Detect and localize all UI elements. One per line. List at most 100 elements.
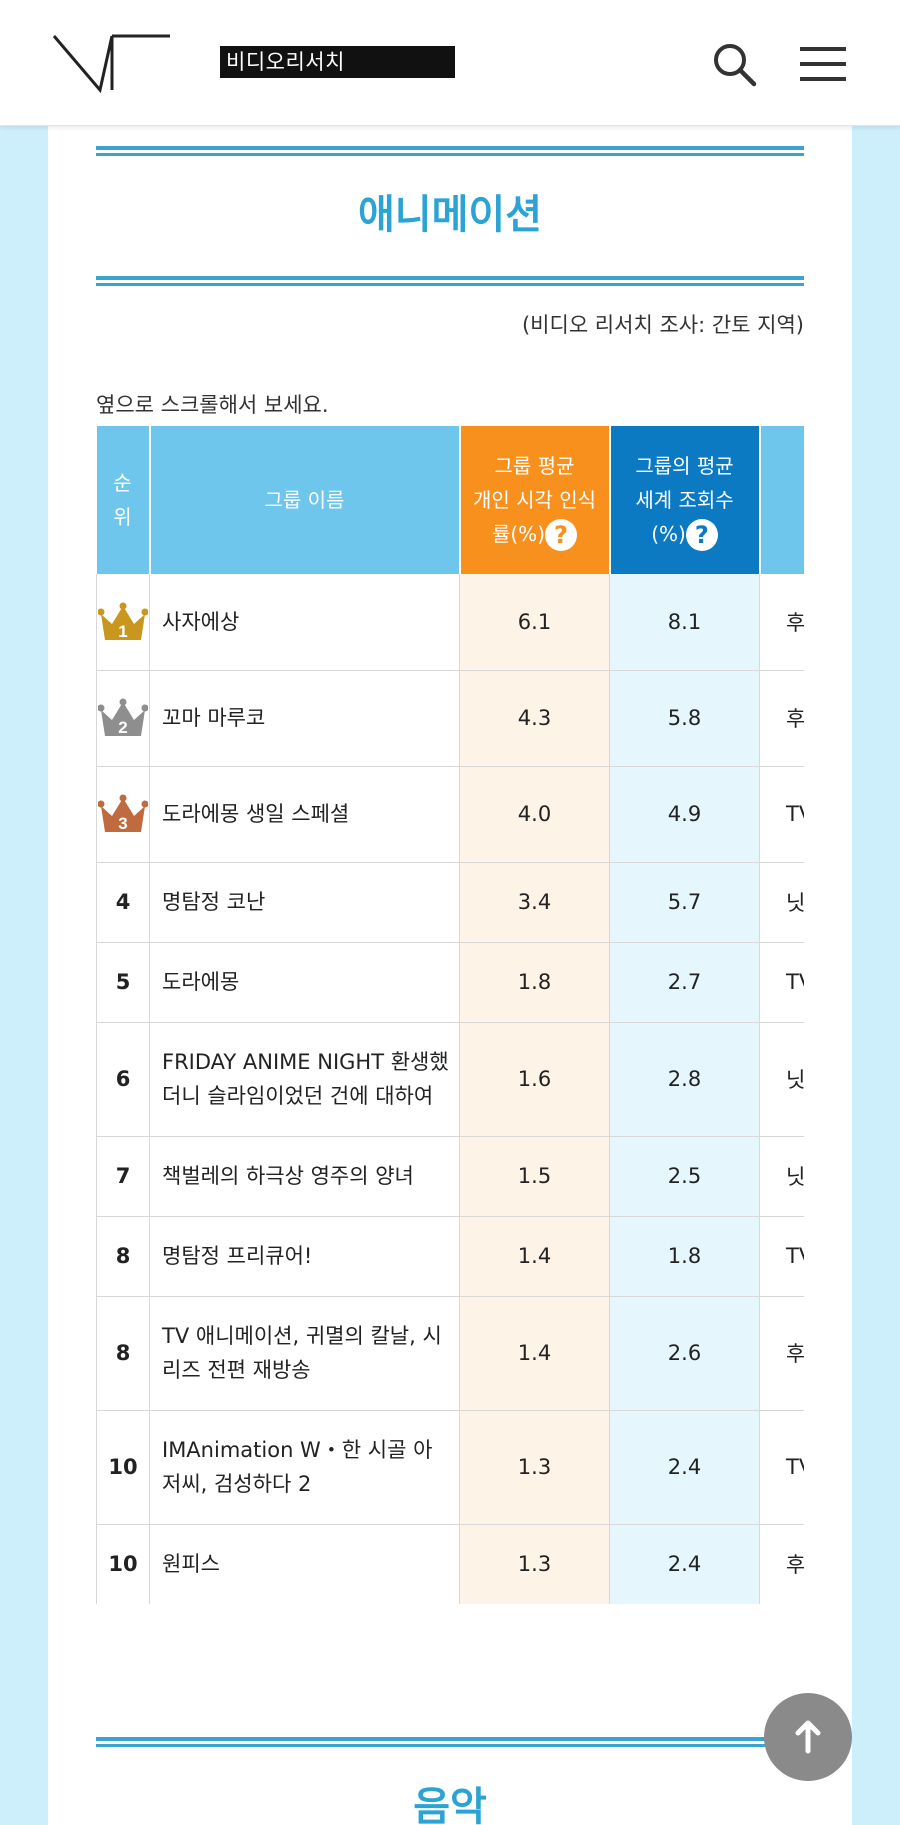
rank-crown-cell: 3 bbox=[96, 766, 150, 863]
extra-cell: TV bbox=[759, 766, 804, 863]
header-group-name: 그룹 이름 bbox=[149, 426, 461, 574]
section-rule-bottom bbox=[96, 276, 804, 286]
table-row: 7 책벌레의 하극상 영주의 양녀 1.5 2.5 닛 bbox=[96, 1136, 804, 1217]
group-name: 도라에몽 bbox=[149, 942, 460, 1023]
rank-number: 4 bbox=[96, 862, 150, 943]
table-row: 1 사자에상 6.1 8.1 후 bbox=[96, 574, 804, 671]
section-rule-top bbox=[96, 146, 804, 156]
menu-button[interactable] bbox=[798, 44, 848, 84]
logo-text: 비디오리서치 bbox=[220, 46, 455, 78]
rank-number: 8 bbox=[96, 1296, 150, 1411]
avg-rating: 1.3 bbox=[459, 1410, 610, 1525]
extra-cell: TV bbox=[759, 1410, 804, 1525]
avg-rating: 3.4 bbox=[459, 862, 610, 943]
header-avg-line3: 률(%) bbox=[491, 521, 545, 546]
rank-number: 5 bbox=[96, 942, 150, 1023]
site-logo[interactable]: 비디오리서치 bbox=[52, 34, 455, 94]
table-row: 8 TV 애니메이션, 귀멸의 칼날, 시리즈 전편 재방송 1.4 2.6 후 bbox=[96, 1296, 804, 1411]
world-views: 2.4 bbox=[609, 1410, 760, 1525]
extra-cell: 닛 bbox=[759, 1136, 804, 1217]
extra-cell: 후 bbox=[759, 574, 804, 671]
group-name: 꼬마 마루코 bbox=[149, 670, 460, 767]
header-rank: 순 위 bbox=[96, 426, 151, 574]
group-name: 원피스 bbox=[149, 1524, 460, 1604]
world-views: 2.8 bbox=[609, 1022, 760, 1137]
help-icon[interactable]: ? bbox=[545, 519, 577, 552]
table-row: 4 명탐정 코난 3.4 5.7 닛 bbox=[96, 862, 804, 943]
header-world-views: 그룹의 평균 세계 조회수 (%)? bbox=[609, 426, 761, 574]
header-extra bbox=[759, 426, 804, 574]
rank-number: 10 bbox=[96, 1410, 150, 1525]
group-name: FRIDAY ANIME NIGHT 환생했더니 슬라임이었던 건에 대하여 bbox=[149, 1022, 460, 1137]
group-name: 명탐정 프리큐어! bbox=[149, 1216, 460, 1297]
extra-cell: 닛 bbox=[759, 1022, 804, 1137]
avg-rating: 1.4 bbox=[459, 1296, 610, 1411]
search-button[interactable] bbox=[710, 40, 758, 88]
group-name: 책벌레의 하극상 영주의 양녀 bbox=[149, 1136, 460, 1217]
extra-cell: 후 bbox=[759, 670, 804, 767]
section-title: 애니메이션 bbox=[358, 192, 542, 238]
avg-rating: 1.5 bbox=[459, 1136, 610, 1217]
site-header: 비디오리서치 bbox=[0, 0, 900, 126]
header-world-line1: 그룹의 평균 bbox=[635, 453, 734, 478]
next-section-title: 음악 bbox=[413, 1784, 487, 1825]
world-views: 2.7 bbox=[609, 942, 760, 1023]
crown-silver-icon: 2 bbox=[98, 698, 148, 737]
avg-rating: 6.1 bbox=[459, 574, 610, 671]
avg-rating: 4.3 bbox=[459, 670, 610, 767]
rank-number: 8 bbox=[96, 1216, 150, 1297]
scroll-to-top-button[interactable] bbox=[764, 1693, 852, 1781]
avg-rating: 1.3 bbox=[459, 1524, 610, 1604]
rank-crown-cell: 1 bbox=[96, 574, 150, 671]
scroll-hint: 옆으로 스크롤해서 보세요. bbox=[96, 393, 329, 417]
help-icon[interactable]: ? bbox=[685, 519, 718, 552]
group-name: TV 애니메이션, 귀멸의 칼날, 시리즈 전편 재방송 bbox=[149, 1296, 460, 1411]
rank-number: 6 bbox=[96, 1022, 150, 1137]
avg-rating: 4.0 bbox=[459, 766, 610, 863]
header-rank-line2: 위 bbox=[113, 505, 132, 529]
search-icon bbox=[714, 44, 757, 87]
crown-gold-icon: 1 bbox=[98, 602, 148, 641]
hamburger-menu-icon bbox=[800, 47, 846, 81]
extra-cell: 후 bbox=[759, 1296, 804, 1411]
group-name: IMAnimation W・한 시골 아저씨, 검성하다 2 bbox=[149, 1410, 460, 1525]
rank-number: 10 bbox=[96, 1524, 150, 1604]
avg-rating: 1.6 bbox=[459, 1022, 610, 1137]
header-avg-line2: 개인 시각 인식 bbox=[472, 487, 597, 512]
header-world-line2: 세계 조회수 bbox=[635, 487, 734, 512]
ranking-table: 순 위 그룹 이름 그룹 평균 개인 시각 인식 률(%)? 그룹의 평균 세계… bbox=[96, 426, 804, 1604]
table-row: 2 꼬마 마루코 4.3 5.8 후 bbox=[96, 670, 804, 767]
vr-logo-icon bbox=[52, 34, 170, 94]
world-views: 8.1 bbox=[609, 574, 760, 671]
header-rank-line1: 순 bbox=[113, 471, 132, 495]
arrow-up-icon bbox=[795, 1720, 821, 1754]
table-header-row: 순 위 그룹 이름 그룹 평균 개인 시각 인식 률(%)? 그룹의 평균 세계… bbox=[96, 426, 804, 574]
avg-rating: 1.4 bbox=[459, 1216, 610, 1297]
world-views: 2.4 bbox=[609, 1524, 760, 1604]
world-views: 5.7 bbox=[609, 862, 760, 943]
header-world-line3: (%) bbox=[651, 521, 686, 546]
world-views: 2.6 bbox=[609, 1296, 760, 1411]
header-avg-rating: 그룹 평균 개인 시각 인식 률(%)? bbox=[459, 426, 611, 574]
group-name: 명탐정 코난 bbox=[149, 862, 460, 943]
rank-number: 3 bbox=[118, 814, 127, 833]
avg-rating: 1.8 bbox=[459, 942, 610, 1023]
next-section-rule bbox=[96, 1737, 804, 1747]
world-views: 4.9 bbox=[609, 766, 760, 863]
world-views: 2.5 bbox=[609, 1136, 760, 1217]
header-avg-line1: 그룹 평균 bbox=[494, 453, 575, 478]
ranking-table-scroll[interactable]: 순 위 그룹 이름 그룹 평균 개인 시각 인식 률(%)? 그룹의 평균 세계… bbox=[96, 426, 804, 1604]
group-name: 사자에상 bbox=[149, 574, 460, 671]
extra-cell: TV bbox=[759, 942, 804, 1023]
table-row: 6 FRIDAY ANIME NIGHT 환생했더니 슬라임이었던 건에 대하여 1… bbox=[96, 1022, 804, 1137]
extra-cell: 후 bbox=[759, 1524, 804, 1604]
rank-number: 7 bbox=[96, 1136, 150, 1217]
source-note: (비디오 리서치 조사: 간토 지역) bbox=[521, 313, 804, 337]
crown-bronze-icon: 3 bbox=[98, 794, 148, 833]
extra-cell: TV bbox=[759, 1216, 804, 1297]
table-row: 10 원피스 1.3 2.4 후 bbox=[96, 1524, 804, 1604]
